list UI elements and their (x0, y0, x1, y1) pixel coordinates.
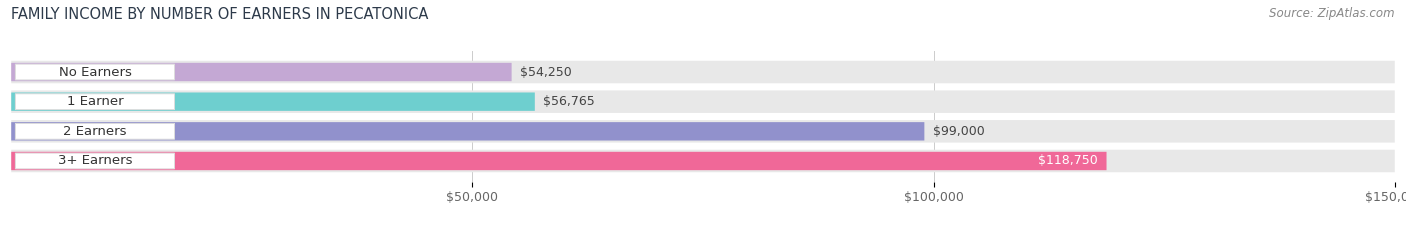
FancyBboxPatch shape (11, 61, 1395, 83)
Text: $118,750: $118,750 (1039, 154, 1098, 168)
FancyBboxPatch shape (15, 94, 174, 110)
FancyBboxPatch shape (15, 123, 174, 139)
Text: Source: ZipAtlas.com: Source: ZipAtlas.com (1270, 7, 1395, 20)
FancyBboxPatch shape (11, 93, 534, 111)
FancyBboxPatch shape (15, 153, 174, 169)
Text: No Earners: No Earners (59, 65, 131, 79)
Text: $99,000: $99,000 (932, 125, 984, 138)
FancyBboxPatch shape (15, 64, 174, 80)
Text: $54,250: $54,250 (520, 65, 572, 79)
Text: 1 Earner: 1 Earner (66, 95, 124, 108)
FancyBboxPatch shape (11, 122, 924, 140)
FancyBboxPatch shape (11, 120, 1395, 143)
FancyBboxPatch shape (11, 90, 1395, 113)
Text: $56,765: $56,765 (543, 95, 595, 108)
FancyBboxPatch shape (11, 150, 1395, 172)
Text: FAMILY INCOME BY NUMBER OF EARNERS IN PECATONICA: FAMILY INCOME BY NUMBER OF EARNERS IN PE… (11, 7, 429, 22)
FancyBboxPatch shape (11, 63, 512, 81)
Text: 2 Earners: 2 Earners (63, 125, 127, 138)
FancyBboxPatch shape (11, 152, 1107, 170)
Text: 3+ Earners: 3+ Earners (58, 154, 132, 168)
